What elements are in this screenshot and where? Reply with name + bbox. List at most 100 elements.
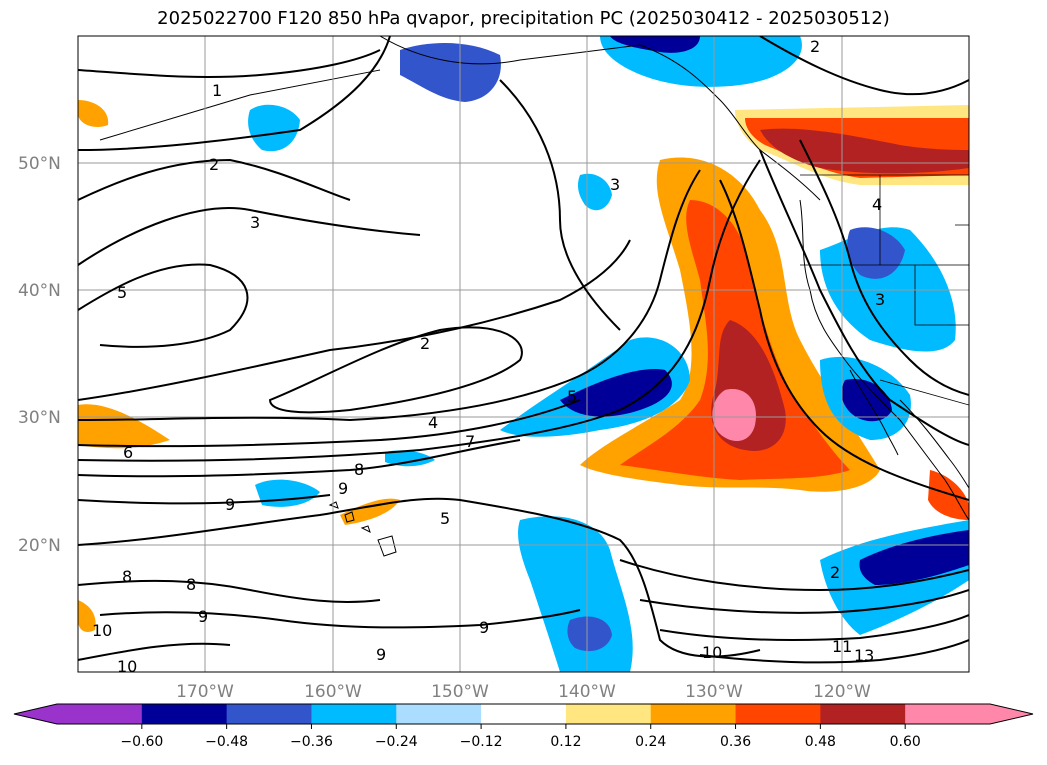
shade-orange-west: [78, 404, 170, 449]
contour-2a: [78, 36, 391, 151]
contour-label: 9: [225, 495, 235, 514]
map-border: [77, 35, 970, 673]
shade-darkred-ne: [760, 128, 969, 174]
colorbar: −0.60 −0.48 −0.36 −0.24 −0.12 0.12 0.24 0.36 0.4…: [13, 703, 1034, 750]
colorbar-tick-label: 0.60: [890, 734, 921, 750]
colorbar-segment: [141, 704, 228, 724]
contour-s3: [659, 614, 969, 641]
contour-2b: [78, 158, 351, 201]
lon-label: 150°W: [431, 682, 489, 702]
lon-label: 120°W: [813, 682, 871, 702]
shade-blue-gulf: [248, 104, 300, 152]
lon-label: 170°W: [176, 682, 234, 702]
contour-label: 11: [832, 637, 852, 656]
precip-positive-shading: [78, 100, 969, 632]
colorbar-tick-label: −0.36: [290, 734, 333, 750]
contour-7: [78, 159, 761, 462]
contour-8: [78, 439, 521, 478]
shade-blue-small: [577, 173, 612, 211]
colorbar-segment: [565, 704, 652, 724]
contour-label: 8: [186, 575, 196, 594]
contour-label: 4: [872, 195, 882, 214]
coast-westcoast: [799, 199, 969, 521]
colorbar-tick-label: 0.12: [550, 734, 581, 750]
colorbar-segment: [650, 704, 737, 724]
colorbar-outline: [13, 703, 1034, 725]
shade-orange-island: [340, 498, 400, 525]
contour-label: 4: [428, 413, 438, 432]
shade-orange-west2: [78, 100, 109, 127]
contour-label: 10: [702, 643, 722, 662]
contour-label: 2: [810, 37, 820, 56]
contour-9c: [99, 609, 581, 629]
contour-label: 1: [212, 81, 222, 100]
contour-5west: [78, 263, 249, 348]
contour-label: 3: [250, 213, 260, 232]
contour-3: [78, 207, 421, 266]
coast-aleutians: [99, 69, 381, 141]
contour-coast3: [799, 139, 969, 396]
colorbar-tick-label: 0.36: [720, 734, 751, 750]
colorbar-tick-label: −0.60: [120, 734, 163, 750]
lon-labels: 170°W 160°W 150°W 140°W 130°W 120°W: [176, 682, 871, 702]
lon-label: 130°W: [685, 682, 743, 702]
qvapor-contours: [78, 36, 969, 664]
contour-label: 2: [830, 563, 840, 582]
colorbar-segment: [481, 704, 567, 724]
contour-label: 9: [479, 618, 489, 637]
contour-1: [78, 49, 381, 79]
contour-label: 9: [198, 607, 208, 626]
contour-label: 10: [92, 621, 112, 640]
map-content: 1 2 3 5 2 4 5 6 7 8 9 9 5 8 8 9 10 10 9 …: [78, 36, 969, 672]
contour-label: 5: [440, 509, 450, 528]
contour-label: 2: [420, 334, 430, 353]
colorbar-extend-high: [990, 704, 1033, 724]
shade-blue-nw: [400, 43, 501, 102]
colorbar-ticks: −0.60 −0.48 −0.36 −0.24 −0.12 0.12 0.24 0.36 0.4…: [120, 724, 921, 750]
colorbar-tick-label: −0.24: [375, 734, 418, 750]
contour-label: 7: [465, 432, 475, 451]
borders: [800, 174, 969, 406]
shade-blue-island2: [385, 450, 435, 467]
coast-baja: [849, 369, 899, 456]
contour-coast2: [759, 36, 969, 96]
contour-s4: [699, 639, 969, 664]
contour-10: [78, 642, 231, 661]
colorbar-tick-label: 0.24: [635, 734, 666, 750]
lat-label: 40°N: [18, 281, 61, 301]
contour-label: 8: [122, 567, 132, 586]
colorbar-tick-label: −0.48: [205, 734, 248, 750]
shade-orange-sw: [78, 600, 96, 632]
lon-label: 160°W: [304, 682, 362, 702]
contour-4: [78, 239, 631, 401]
shade-orange-se: [928, 470, 969, 520]
contour-label: 9: [338, 479, 348, 498]
contour-label: 5: [567, 387, 577, 406]
contour-label: 13: [854, 646, 874, 665]
contour-5b: [78, 169, 701, 422]
contour-8b: [78, 579, 381, 603]
lat-label: 30°N: [18, 408, 61, 428]
contour-label: 2: [209, 155, 219, 174]
contour-9: [78, 494, 331, 505]
contour-s2: [639, 589, 969, 614]
colorbar-segment: [57, 704, 143, 724]
colorbar-tick-label: −0.12: [460, 734, 503, 750]
lat-label: 50°N: [18, 154, 61, 174]
contour-label: 3: [610, 175, 620, 194]
colorbar-tick-label: 0.48: [805, 734, 836, 750]
contour-label: 3: [875, 290, 885, 309]
contour-coast4: [759, 149, 969, 446]
lat-label: 20°N: [18, 536, 61, 556]
shade-pink-core: [712, 389, 756, 442]
contour-6: [78, 399, 581, 448]
contour-label: 6: [123, 443, 133, 462]
contour-labels: 1 2 3 5 2 4 5 6 7 8 9 9 5 8 8 9 10 10 9 …: [92, 37, 885, 672]
shade-navy-central: [560, 369, 672, 417]
colorbar-segment: [905, 704, 991, 724]
contour-label: 9: [376, 645, 386, 664]
contour-s1: [619, 559, 969, 592]
contour-label: 5: [117, 283, 127, 302]
shade-blue-south2: [567, 616, 612, 652]
